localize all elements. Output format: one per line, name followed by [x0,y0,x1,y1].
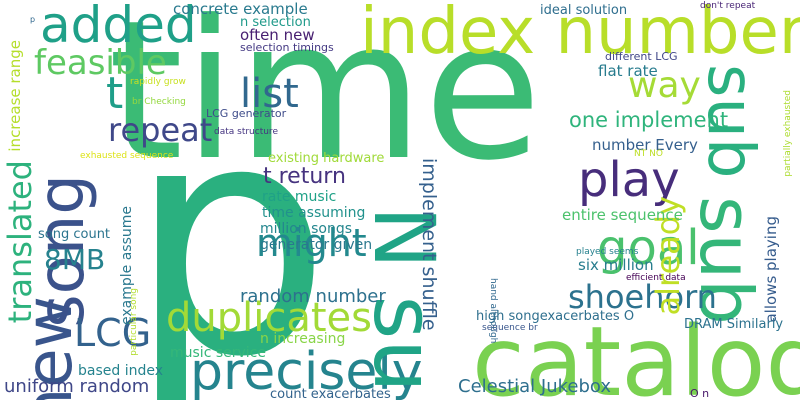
cloud-word: hand although [488,278,498,344]
cloud-word: goal [597,220,700,276]
cloud-word: LCG generator [206,107,287,120]
cloud-word: song count [38,227,111,242]
cloud-word: data structure [214,127,278,137]
cloud-word: added [40,0,197,54]
cloud-word: don't repeat [700,1,756,11]
cloud-word: might [256,221,367,265]
cloud-word: repeat [108,111,213,149]
cloud-word: particular song [129,288,139,356]
cloud-word: number Every [592,136,698,154]
cloud-word: uniform random [4,376,150,397]
cloud-word: n selection [240,15,311,30]
cloud-word: shoehorn [568,278,717,316]
cloud-word: ideal solution [540,3,628,18]
cloud-word: different LCG [605,50,678,63]
cloud-word: t [106,68,124,119]
cloud-word: high songexacerbates O [476,309,635,324]
cloud-word: sequence br [482,323,538,333]
cloud-word: 8MB [44,243,106,276]
cloud-word: generator given [260,237,373,253]
cloud-word: Celestial Jukebox [458,376,612,397]
cloud-word: increase range [6,40,24,152]
cloud-word: sub [684,196,768,325]
cloud-word: concrete example [173,0,308,18]
cloud-word: random number [240,286,386,307]
cloud-word: play [578,152,680,208]
cloud-word: O n [690,387,710,400]
cloud-word: efficient data [626,273,686,283]
cloud-word: partially exhausted [783,90,793,177]
cloud-word: LCG [74,311,152,355]
cloud-word: based index [78,363,164,379]
cloud-word: allows playing [762,216,780,323]
cloud-word: existing hardware [268,151,385,166]
cloud-word: br Checking [132,97,186,107]
cloud-word: six million [578,256,654,274]
cloud-word: translated [1,160,39,324]
cloud-word: count exacerbates [270,387,391,400]
cloud-word: time [108,0,542,203]
cloud-word: feasible [34,43,167,83]
cloud-word: way [628,65,701,106]
cloud-word: rate music [262,189,337,205]
cloud-word: often new [240,26,315,44]
cloud-word: one implement [569,108,729,132]
cloud-word: DRAM Similarly [684,317,784,332]
cloud-word: selection timings [240,41,334,54]
cloud-word: flat rate [598,62,658,80]
cloud-word: catalog [472,306,800,400]
cloud-word: NT NO [634,149,663,159]
cloud-word: p [30,15,36,24]
cloud-word: entire sequence [562,206,683,224]
cloud-word: t return [263,164,346,189]
cloud-word: played seems [576,247,639,257]
cloud-word: time assuming [262,205,366,221]
cloud-word: duplicates [166,295,372,341]
cloud-word: index number [360,0,800,69]
cloud-word: list [240,71,299,117]
cloud-word: rapidly grow [130,77,186,87]
cloud-word: n increasing [260,331,346,347]
cloud-word: precisely [190,342,423,400]
cloud-word: sub [693,64,767,179]
cloud-word: implement shuffle [418,158,440,331]
cloud-word: exhausted sequence [80,151,174,161]
cloud-word: N sub [355,206,453,400]
cloud-word: music service [170,345,266,361]
cloud-word: p [128,55,332,400]
cloud-word: million songs [260,221,352,237]
